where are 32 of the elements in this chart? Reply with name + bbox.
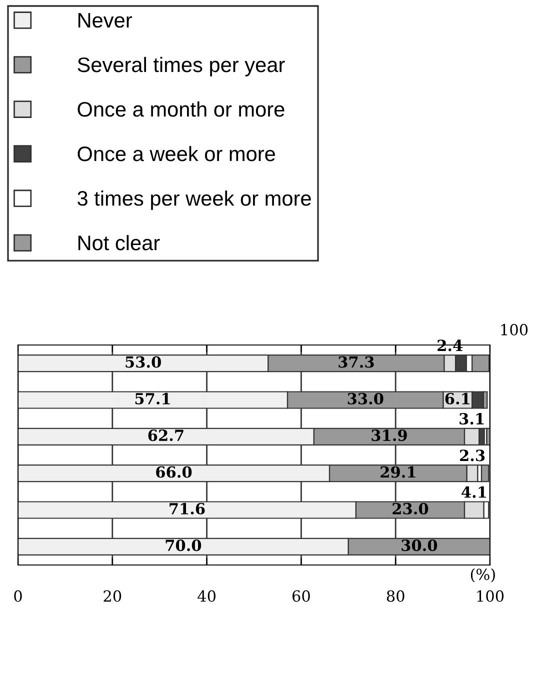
x-tick-label: 60: [292, 590, 310, 602]
text: (%): [470, 568, 495, 582]
x-tick-label: 100: [477, 590, 504, 602]
data-label: 57.1: [135, 392, 170, 404]
x-tick-label: 20: [104, 590, 122, 602]
legend-label: Never: [78, 13, 132, 28]
bar: [486, 428, 490, 446]
x-tick-label: 0: [14, 590, 22, 602]
data-label: 53.0: [126, 356, 161, 368]
x-tick-label: 40: [198, 590, 216, 602]
data-label: 4.1: [462, 486, 486, 498]
data-label: 66.0: [156, 466, 192, 478]
data-label: 31.9: [372, 430, 407, 442]
data-label: 3.1: [460, 412, 484, 425]
data-label: 2.3: [460, 450, 485, 462]
bar: [480, 464, 490, 482]
data-label: 62.7: [148, 430, 184, 442]
data-label: 37.3: [338, 356, 374, 368]
data-label: 71.6: [170, 502, 205, 514]
legend-label: Several times per year: [78, 56, 285, 76]
legend-label: Once a month or more: [78, 101, 284, 117]
legend-label: Once a week or more: [78, 146, 275, 162]
legend-label: 3 times per week or more: [78, 190, 311, 210]
data-label: 33.0: [348, 392, 384, 404]
x-tick-label: 80: [386, 590, 404, 602]
data-label: 70.0: [166, 540, 202, 552]
data-label: 23.0: [392, 502, 428, 514]
text: 100: [501, 324, 528, 336]
data-label: 6.1: [445, 392, 470, 404]
legend-label: Not clear: [78, 235, 160, 250]
data-label: 30.0: [402, 540, 438, 552]
data-label: 29.1: [380, 466, 416, 478]
